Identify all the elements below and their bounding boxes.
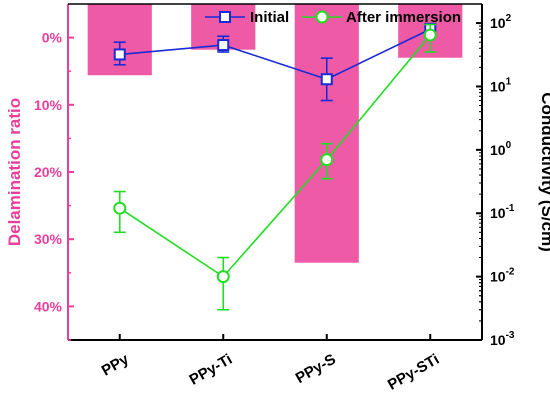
legend-initial-marker [219, 11, 231, 23]
left-tick-label-4: 40% [34, 298, 63, 314]
left-tick-label-0: 0% [42, 30, 63, 46]
annotation-after-ppy: (0B) [106, 175, 133, 191]
annotation-before-ppy: (3B) [106, 115, 133, 131]
legend-after-immersion-marker [315, 10, 329, 24]
point-after-immersion-ppy-ti [216, 270, 230, 284]
annotation-after-ppy-ti: (1B) [210, 175, 237, 191]
right-tick-label-5: 102 [490, 13, 512, 31]
right-tick-label-0: 10-3 [490, 330, 515, 348]
right-tick-label-4: 101 [490, 76, 512, 94]
point-after-immersion-ppy-sti [423, 28, 437, 42]
point-initial-ppy-ti [217, 39, 230, 52]
right-tick-label-2: 10-1 [490, 203, 515, 221]
left-tick-label-3: 30% [34, 231, 63, 247]
annotation-before-ppy-ti: (5B) [210, 115, 237, 131]
annotation-after-ppy-s: (0B) [313, 317, 340, 333]
x-tick-label-ppy-s: PPy-S [293, 351, 339, 387]
legend-initial-label: Initial [250, 9, 289, 26]
x-tick-label-ppy-ti: PPy-Ti [187, 351, 236, 389]
right-axis-title: Conductivity (S/cm) [538, 92, 550, 252]
annotation-after-ppy-sti: (3B) [417, 175, 444, 191]
series-layer [113, 22, 437, 311]
annotation-before-ppy-sti: (4B) [417, 115, 444, 131]
right-tick-label-3: 100 [490, 140, 512, 158]
left-axis-title: Delamination ratio [5, 98, 24, 246]
right-tick-label-1: 10-2 [490, 267, 515, 285]
left-tick-label-2: 20% [34, 164, 63, 180]
annotation-before-ppy-s: (2B) [313, 290, 340, 306]
series-line-initial [119, 28, 431, 81]
point-after-immersion-ppy-s [320, 153, 334, 167]
legend: Initial After immersion [205, 9, 461, 26]
point-initial-ppy [113, 48, 126, 61]
annotation-arrowhead-ppy-ti [219, 164, 228, 172]
x-tick-label-ppy-sti: PPy-STi [385, 351, 442, 394]
legend-after-immersion-label: After immersion [346, 9, 461, 26]
x-tick-label-ppy: PPy [99, 350, 133, 379]
annotation-arrowhead-ppy [115, 164, 124, 172]
left-tick-label-1: 10% [34, 97, 63, 113]
point-initial-ppy-s [320, 73, 333, 86]
annotation-arrowhead-ppy-s [322, 306, 331, 314]
series-line-after-immersion [119, 34, 431, 278]
point-after-immersion-ppy [113, 201, 127, 215]
annotations-layer: (3B) (0B) (5B) (1B) (2B) (0B) (4B) (3B) [106, 115, 444, 333]
annotation-arrowhead-ppy-sti [426, 164, 435, 172]
